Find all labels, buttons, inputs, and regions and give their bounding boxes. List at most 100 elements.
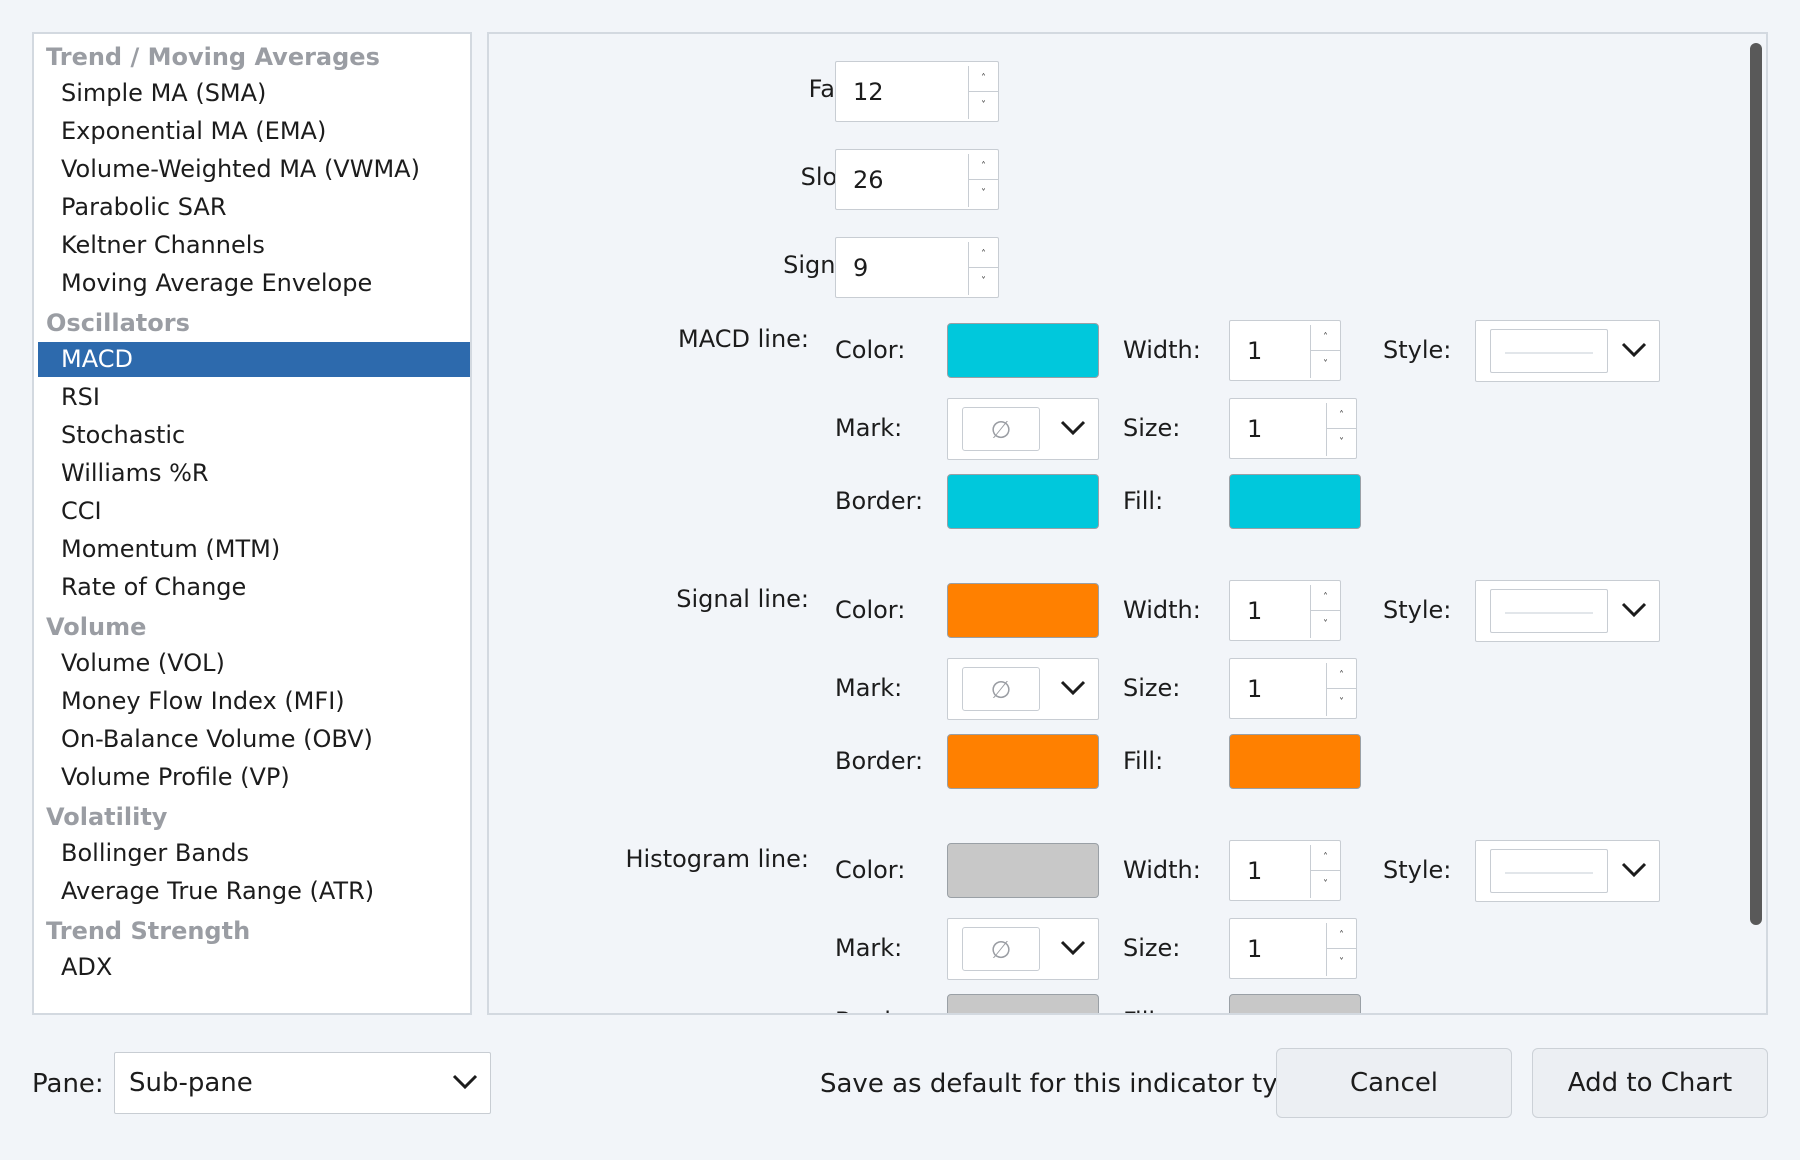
line-style-select[interactable] [1475,320,1660,382]
width-spinbox[interactable]: 1 ˄ ˅ [1229,580,1341,641]
line-style-preview [1490,589,1608,633]
slow-period-stepper[interactable]: ˄ ˅ [968,154,998,207]
mark-select[interactable]: ∅ [947,658,1099,720]
save-as-default-label[interactable]: Save as default for this indicator type [820,1069,1311,1099]
line-style-preview [1490,329,1608,373]
indicator-list-item[interactable]: ADX [61,953,113,981]
fill-label: Fill: [1123,747,1164,775]
signal-period-stepper[interactable]: ˄ ˅ [968,242,998,295]
step-down-icon[interactable]: ˅ [1339,957,1344,968]
step-up-icon[interactable]: ˄ [1311,325,1340,351]
step-down-icon[interactable]: ˅ [1323,619,1328,630]
indicator-list-item[interactable]: Rate of Change [61,573,247,601]
fast-period-stepper[interactable]: ˄ ˅ [968,66,998,119]
chevron-down-icon[interactable] [1046,659,1098,719]
step-down-icon[interactable]: ˅ [981,276,986,287]
fill-color-swatch[interactable] [1229,734,1361,789]
category-header: Trend / Moving Averages [46,43,380,71]
line-style-select[interactable] [1475,840,1660,902]
chevron-down-icon[interactable] [1046,919,1098,979]
slow-period-spinbox[interactable]: 26 ˄ ˅ [835,149,999,210]
indicator-list-item[interactable]: Momentum (MTM) [61,535,281,563]
slow-period-value: 26 [853,166,884,194]
line-style-select[interactable] [1475,580,1660,642]
settings-scrollbar[interactable] [1750,43,1762,925]
border-color-swatch[interactable] [947,994,1099,1013]
step-up-icon[interactable]: ˄ [1327,403,1356,429]
chevron-down-icon[interactable] [1607,841,1659,901]
indicator-list-item[interactable]: Money Flow Index (MFI) [61,687,345,715]
mark-select[interactable]: ∅ [947,398,1099,460]
style-label: Style: [1383,856,1452,884]
border-color-swatch[interactable] [947,474,1099,529]
border-color-swatch[interactable] [947,734,1099,789]
step-up-icon[interactable]: ˄ [969,154,998,180]
width-spinbox[interactable]: 1 ˄ ˅ [1229,320,1341,381]
step-down-icon[interactable]: ˅ [981,100,986,111]
indicator-list-item[interactable]: On-Balance Volume (OBV) [61,725,373,753]
step-up-icon[interactable]: ˄ [1311,585,1340,611]
indicator-list-item[interactable]: Volume Profile (VP) [61,763,290,791]
line-group-label: MACD line: [678,325,809,353]
indicator-list-item[interactable]: Stochastic [61,421,186,449]
size-spinbox[interactable]: 1 ˄ ˅ [1229,398,1357,459]
chevron-down-icon[interactable] [1046,399,1098,459]
size-label: Size: [1123,934,1181,962]
step-up-icon[interactable]: ˄ [969,66,998,92]
indicator-list-item[interactable]: Parabolic SAR [61,193,227,221]
step-down-icon[interactable]: ˅ [1339,437,1344,448]
size-spinbox[interactable]: 1 ˄ ˅ [1229,918,1357,979]
indicator-list-item[interactable]: Simple MA (SMA) [61,79,267,107]
step-down-icon[interactable]: ˅ [1323,879,1328,890]
indicator-list-item[interactable]: Volume-Weighted MA (VWMA) [61,155,420,183]
indicator-list-item[interactable]: Moving Average Envelope [61,269,373,297]
category-header: Volume [46,613,147,641]
step-down-icon[interactable]: ˅ [981,188,986,199]
indicator-list-item[interactable]: Average True Range (ATR) [61,877,375,905]
style-label: Style: [1383,336,1452,364]
indicator-list-item[interactable]: Bollinger Bands [61,839,249,867]
add-to-chart-button[interactable]: Add to Chart [1532,1048,1768,1118]
step-down-icon[interactable]: ˅ [1339,697,1344,708]
mark-select[interactable]: ∅ [947,918,1099,980]
width-spinbox[interactable]: 1 ˄ ˅ [1229,840,1341,901]
indicator-list-item[interactable]: MACD [38,342,470,377]
width-stepper[interactable]: ˄ ˅ [1310,585,1340,638]
step-up-icon[interactable]: ˄ [1327,923,1356,949]
indicator-list-item[interactable]: Volume (VOL) [61,649,225,677]
chevron-down-icon[interactable] [1607,581,1659,641]
size-stepper[interactable]: ˄ ˅ [1326,403,1356,456]
fast-period-spinbox[interactable]: 12 ˄ ˅ [835,61,999,122]
indicator-list[interactable]: Trend / Moving Averages Simple MA (SMA) Ex… [32,32,472,1015]
size-value: 1 [1247,415,1263,443]
color-swatch-button[interactable] [947,583,1099,638]
chevron-down-icon[interactable] [438,1053,490,1113]
pane-select-value: Sub-pane [129,1068,253,1098]
step-down-icon[interactable]: ˅ [1323,359,1328,370]
width-stepper[interactable]: ˄ ˅ [1310,325,1340,378]
step-up-icon[interactable]: ˄ [969,242,998,268]
width-stepper[interactable]: ˄ ˅ [1310,845,1340,898]
step-up-icon[interactable]: ˄ [1311,845,1340,871]
indicator-list-item[interactable]: RSI [61,383,100,411]
signal-period-spinbox[interactable]: 9 ˄ ˅ [835,237,999,298]
color-swatch-button[interactable] [947,843,1099,898]
pane-label: Pane: [32,1069,104,1099]
color-label: Color: [835,856,906,884]
cancel-button[interactable]: Cancel [1276,1048,1512,1118]
pane-select[interactable]: Sub-pane [114,1052,491,1114]
fill-color-swatch[interactable] [1229,994,1361,1013]
indicator-list-item[interactable]: Exponential MA (EMA) [61,117,327,145]
size-spinbox[interactable]: 1 ˄ ˅ [1229,658,1357,719]
size-stepper[interactable]: ˄ ˅ [1326,663,1356,716]
size-stepper[interactable]: ˄ ˅ [1326,923,1356,976]
indicator-list-item[interactable]: CCI [61,497,102,525]
indicator-list-item[interactable]: Keltner Channels [61,231,265,259]
step-up-icon[interactable]: ˄ [1327,663,1356,689]
no-mark-icon: ∅ [962,667,1040,711]
fill-color-swatch[interactable] [1229,474,1361,529]
indicator-list-item[interactable]: Williams %R [61,459,209,487]
color-swatch-button[interactable] [947,323,1099,378]
size-value: 1 [1247,935,1263,963]
chevron-down-icon[interactable] [1607,321,1659,381]
